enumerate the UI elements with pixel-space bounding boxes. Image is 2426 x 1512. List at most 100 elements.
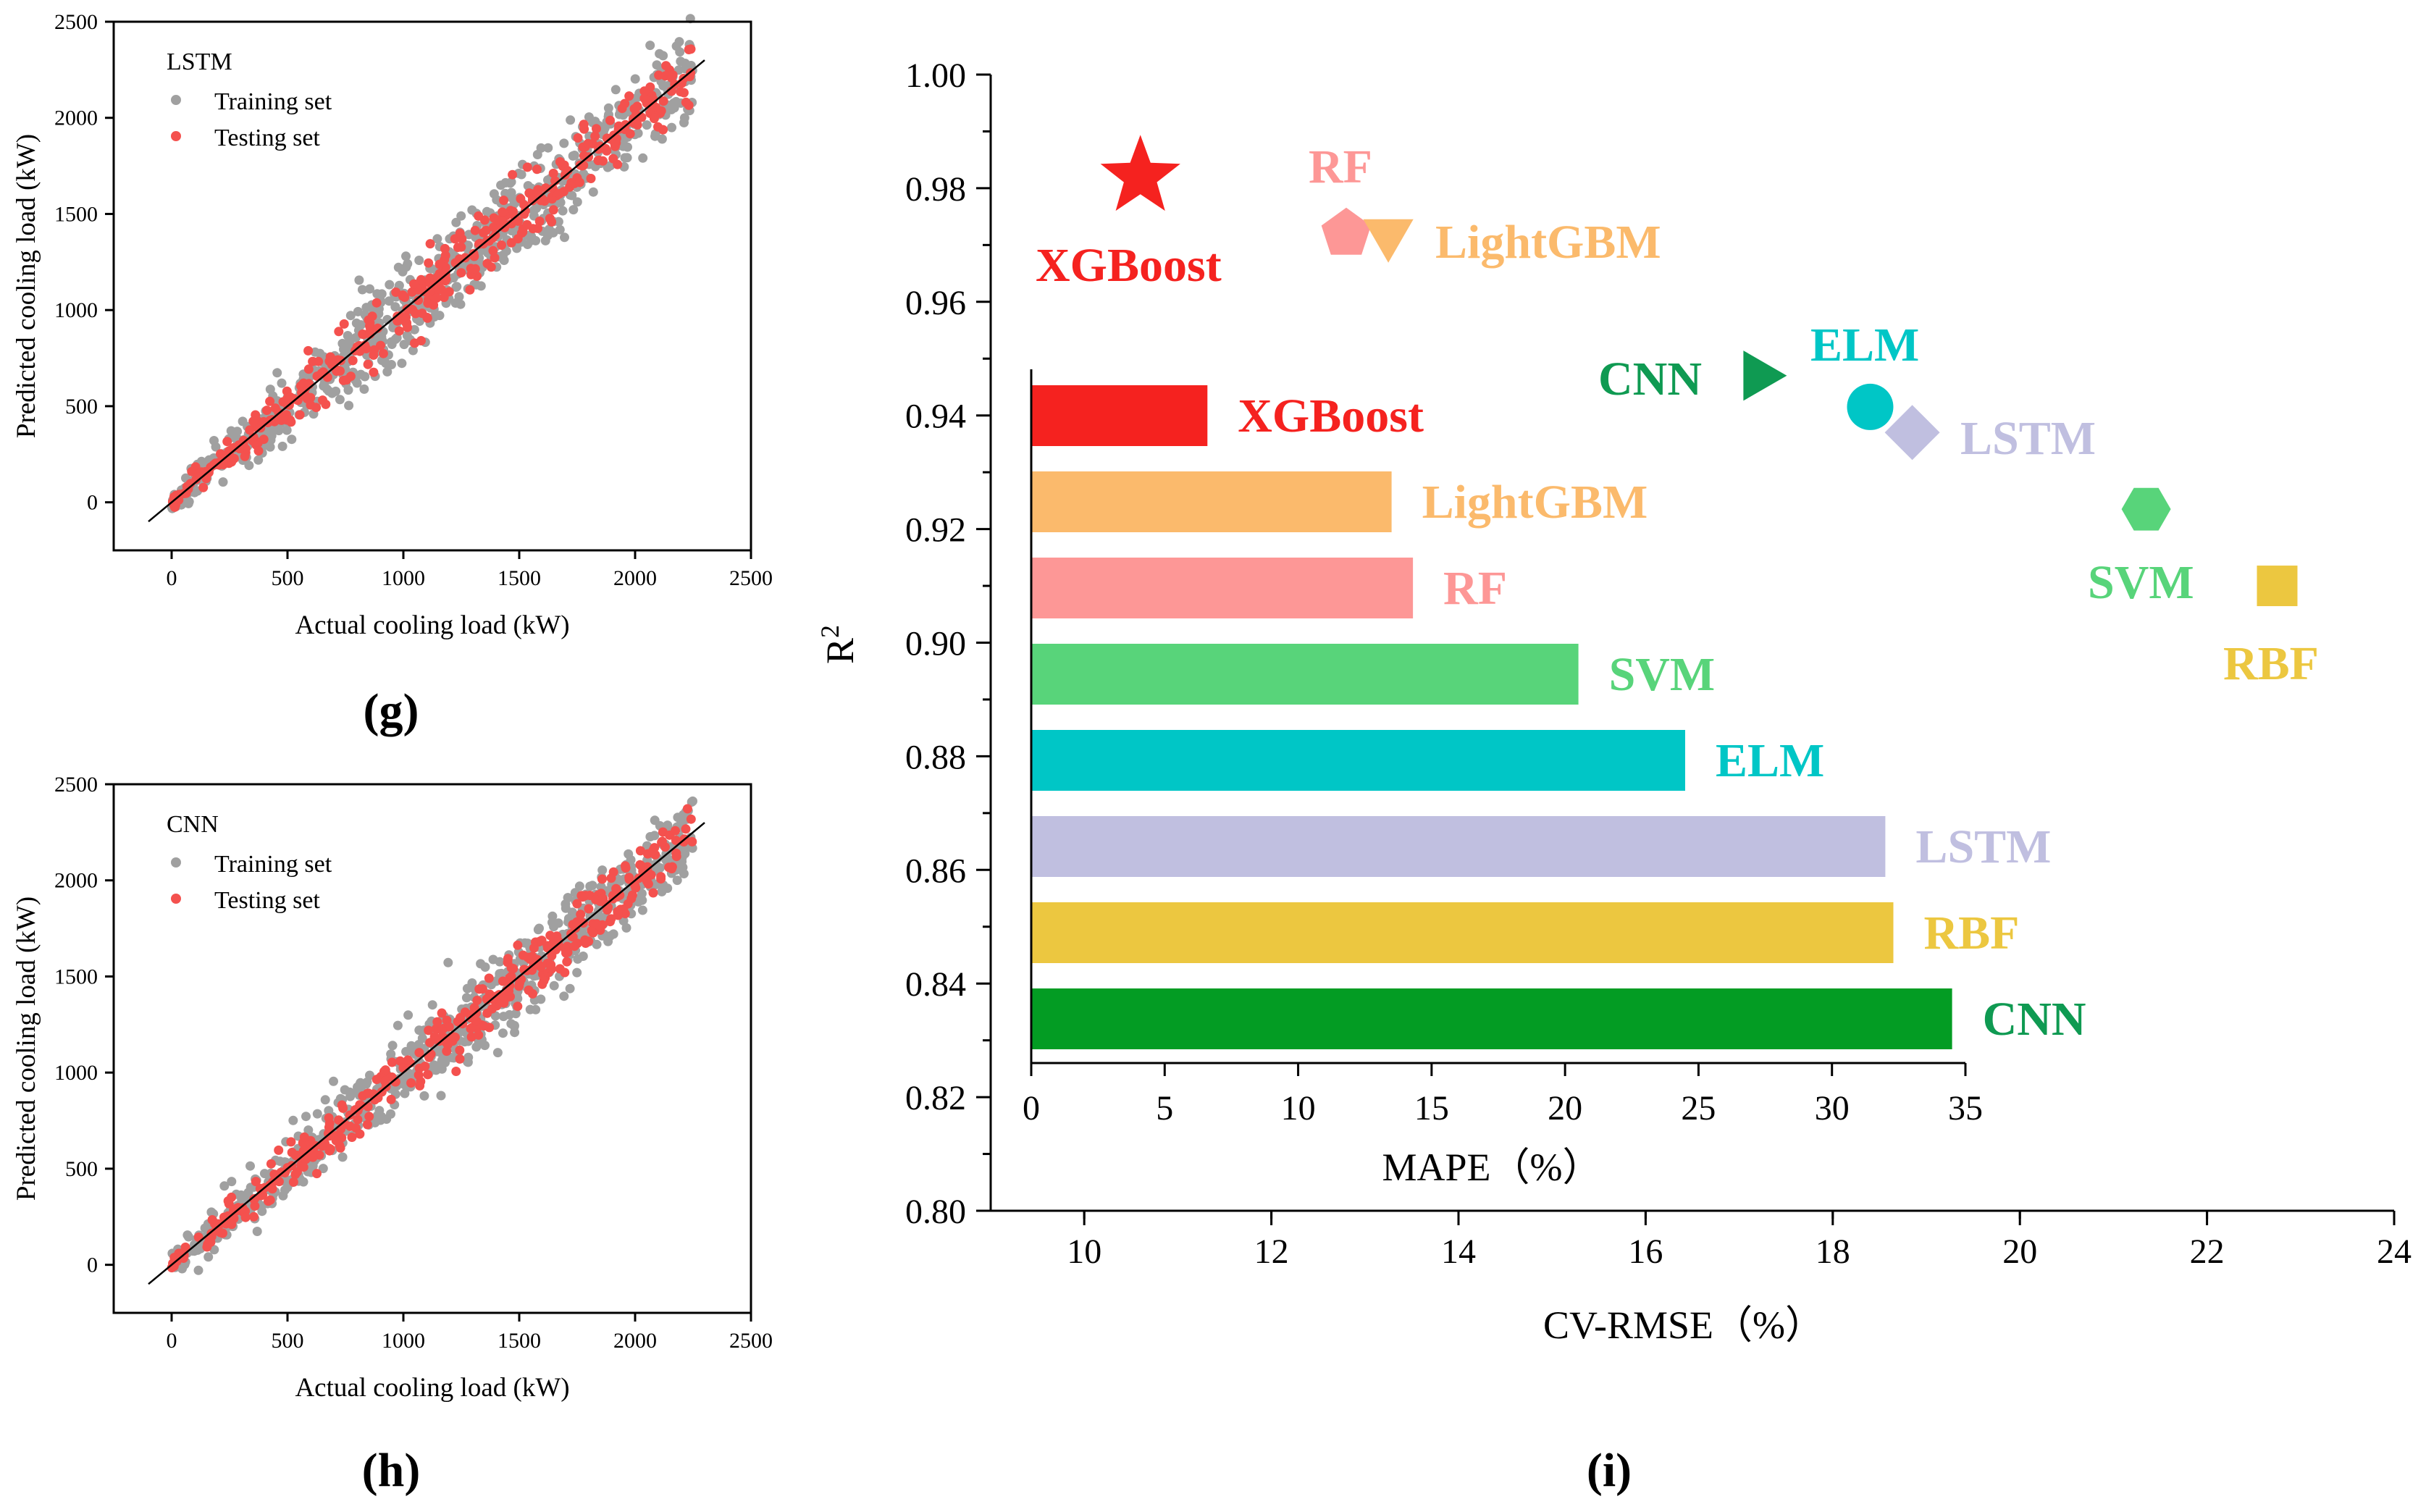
testing-point bbox=[506, 963, 516, 973]
testing-point bbox=[276, 1167, 286, 1177]
marker-lstm bbox=[1884, 405, 1940, 461]
testing-point bbox=[248, 416, 259, 427]
testing-point bbox=[569, 941, 579, 952]
training-point bbox=[560, 232, 569, 243]
testing-point bbox=[259, 434, 269, 445]
testing-point bbox=[661, 61, 671, 71]
testing-point bbox=[579, 160, 589, 170]
testing-point bbox=[453, 1017, 463, 1027]
testing-point bbox=[658, 125, 668, 135]
testing-point bbox=[233, 1203, 243, 1213]
training-point bbox=[680, 59, 690, 68]
training-point bbox=[532, 203, 542, 213]
testing-point bbox=[222, 437, 232, 447]
testing-point bbox=[658, 96, 668, 106]
comparison-panel-i: 0.80 0.82 0.84 0.86 0.88 0.90 0.92 0.94 0.96 0.98… bbox=[815, 56, 2412, 1497]
testing-point bbox=[303, 345, 314, 356]
testing-point bbox=[213, 1219, 223, 1229]
training-point bbox=[456, 211, 466, 221]
training-point bbox=[549, 980, 559, 991]
testing-point bbox=[274, 1145, 284, 1155]
marker-rbf bbox=[2257, 566, 2298, 607]
x-ticks-g: 0 500 1000 1500 2000 2500 bbox=[167, 550, 773, 590]
training-point bbox=[335, 395, 345, 405]
testing-point bbox=[479, 1021, 489, 1031]
testing-point bbox=[590, 131, 600, 141]
training-point bbox=[331, 386, 341, 396]
training-point bbox=[613, 875, 624, 884]
testing-point bbox=[339, 319, 349, 329]
x-axis-label-g: Actual cooling load (kW) bbox=[295, 610, 569, 640]
testing-point bbox=[324, 356, 335, 366]
mape-bar-rbf bbox=[1031, 902, 1894, 963]
training-point bbox=[435, 311, 445, 321]
testing-point bbox=[471, 1016, 482, 1026]
testing-point bbox=[456, 242, 466, 252]
testing-point bbox=[185, 479, 196, 489]
testing-point bbox=[317, 1141, 327, 1151]
testing-point bbox=[687, 836, 697, 847]
training-point bbox=[543, 143, 553, 153]
training-point bbox=[402, 330, 412, 340]
testing-point bbox=[545, 931, 555, 941]
testing-point bbox=[335, 1141, 345, 1151]
testing-point bbox=[266, 1159, 276, 1169]
testing-point bbox=[503, 954, 513, 964]
testing-point bbox=[489, 222, 499, 232]
point-label-cnn: CNN bbox=[1598, 353, 1702, 406]
testing-point bbox=[251, 1177, 261, 1187]
testing-point bbox=[498, 216, 508, 226]
training-point bbox=[500, 177, 511, 188]
testing-point bbox=[624, 91, 634, 101]
testing-point bbox=[416, 274, 426, 285]
training-point bbox=[432, 234, 442, 244]
training-point bbox=[437, 1056, 447, 1066]
training-point bbox=[563, 893, 573, 903]
training-point bbox=[572, 197, 582, 207]
testing-point bbox=[295, 410, 305, 420]
testing-point bbox=[378, 348, 388, 358]
training-point bbox=[578, 952, 588, 961]
testing-point bbox=[475, 238, 485, 248]
training-point bbox=[638, 153, 648, 163]
y-tick-label: 2000 bbox=[54, 106, 98, 130]
training-point bbox=[244, 461, 254, 471]
training-point bbox=[558, 206, 568, 216]
training-point bbox=[633, 128, 643, 138]
testing-point bbox=[398, 290, 408, 300]
testing-point bbox=[686, 44, 696, 54]
training-point bbox=[568, 151, 578, 161]
testing-point bbox=[316, 368, 327, 378]
training-point bbox=[657, 134, 667, 144]
marker-elm bbox=[1847, 383, 1894, 430]
training-point bbox=[408, 345, 418, 356]
testing-point bbox=[513, 1001, 523, 1012]
testing-point bbox=[289, 394, 299, 404]
training-point bbox=[568, 205, 579, 215]
panel-label-g: (g) bbox=[364, 684, 419, 737]
testing-point bbox=[591, 894, 601, 904]
inset-x-tick-label: 5 bbox=[1156, 1089, 1173, 1127]
training-point bbox=[679, 113, 689, 123]
testing-point bbox=[440, 251, 450, 261]
testing-point bbox=[508, 169, 518, 180]
training-point bbox=[565, 983, 575, 994]
testing-point bbox=[367, 311, 377, 322]
testing-point bbox=[546, 960, 555, 970]
training-point bbox=[463, 240, 473, 251]
mape-bar-label-lstm: LSTM bbox=[1915, 820, 2051, 873]
testing-point bbox=[639, 86, 650, 96]
training-point bbox=[452, 282, 462, 292]
testing-point bbox=[482, 1008, 492, 1018]
x-axis-label-h: Actual cooling load (kW) bbox=[295, 1373, 569, 1403]
x-tick-label: 12 bbox=[1254, 1232, 1289, 1271]
testing-point bbox=[605, 115, 615, 125]
testing-point bbox=[508, 206, 518, 217]
training-point bbox=[498, 250, 508, 260]
mape-bar-label-rbf: RBF bbox=[1923, 907, 2019, 959]
testing-point bbox=[169, 502, 180, 512]
training-point bbox=[359, 384, 369, 394]
x-tick-label: 16 bbox=[1628, 1232, 1663, 1271]
training-point bbox=[488, 954, 498, 965]
